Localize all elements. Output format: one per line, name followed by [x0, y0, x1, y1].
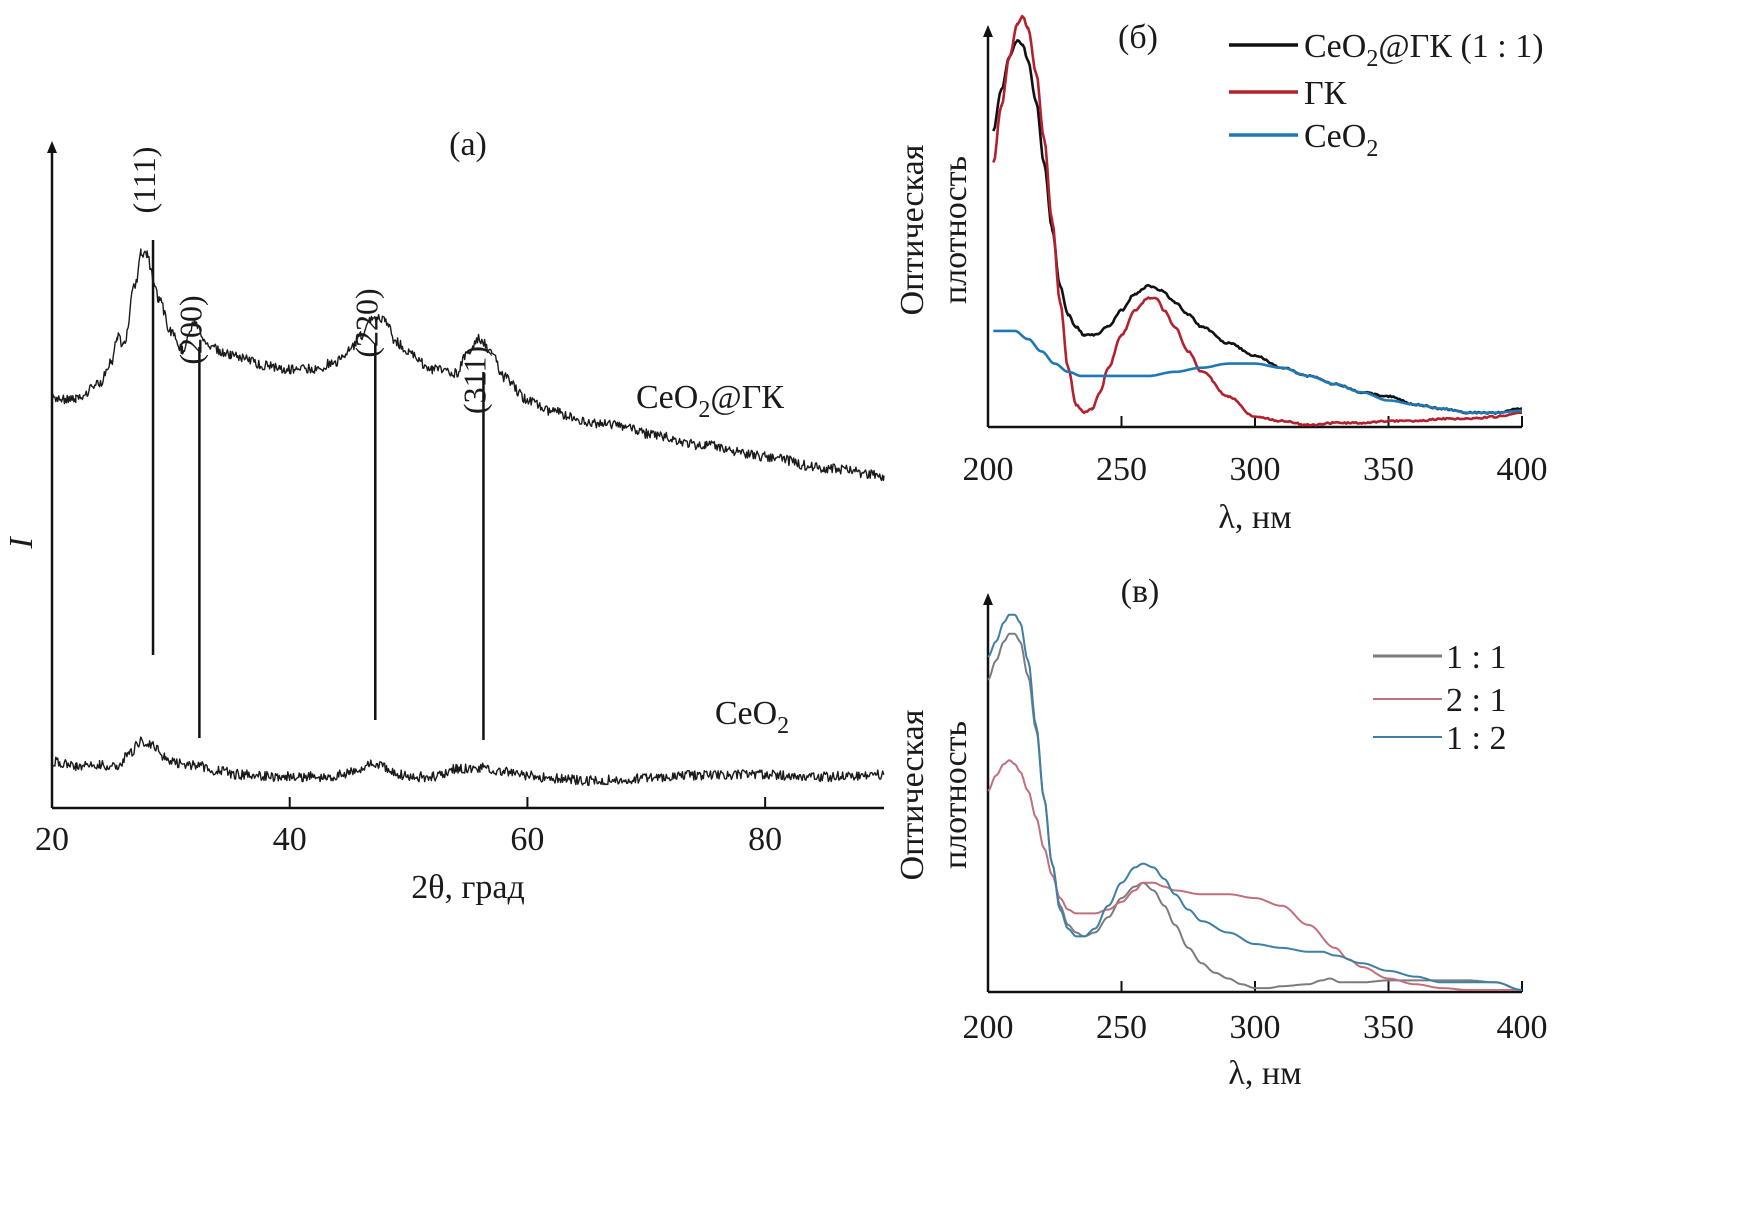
x-tick-label: 40 — [273, 821, 307, 858]
label-base: CeO — [715, 695, 777, 732]
panel-v-y-label-line1: Оптическая — [894, 709, 931, 880]
peak-annotation: (311) — [456, 346, 492, 414]
series-line-ceo-гк-1-1- — [992, 39, 1523, 415]
series-line-гк — [992, 14, 1523, 427]
x-tick-label: 300 — [1230, 451, 1281, 488]
panel-v-uv-vis-ratios: 200 250 300 350 400 (в) Оптическая плотность… — [894, 573, 1548, 1092]
panel-b-label: (б) — [1118, 19, 1158, 56]
legend-subscript: 2 — [1366, 46, 1378, 72]
x-tick-label: 350 — [1363, 1009, 1414, 1046]
panel-b-legend: CeO2@ГК (1 : 1) ГК CeO2 — [1229, 28, 1544, 162]
legend-entry-ceo2: CeO2 — [1304, 118, 1378, 162]
series-line-2-1 — [987, 759, 1522, 991]
series-line-ceo-гк — [51, 248, 885, 482]
label-subscript: 2 — [698, 397, 710, 423]
legend-base: ГК — [1304, 75, 1347, 112]
series-line-1-1 — [987, 632, 1522, 991]
panel-a-series-label-ceo2-hk: CeO2@ГК — [636, 379, 784, 423]
series-line-ceo- — [51, 736, 885, 787]
series-line-1-2 — [987, 613, 1522, 991]
panel-a-label: (а) — [449, 126, 487, 163]
x-tick-label: 200 — [963, 451, 1014, 488]
peak-annotation: (220) — [348, 288, 384, 357]
x-tick-label: 20 — [35, 821, 69, 858]
x-tick-label: 300 — [1230, 1009, 1281, 1046]
legend-entry-ceo2-hk: CeO2@ГК (1 : 1) — [1304, 28, 1544, 72]
legend-subscript: 2 — [1366, 136, 1378, 162]
panel-b-y-label-line1: Оптическая — [894, 144, 931, 315]
legend-entry-hk: ГК — [1304, 75, 1347, 112]
x-tick-label: 200 — [963, 1009, 1014, 1046]
legend-entry-1-1: 1 : 1 — [1446, 639, 1506, 676]
label-subscript: 2 — [777, 713, 789, 739]
x-tick-label: 400 — [1497, 1009, 1548, 1046]
series-line-ceo- — [993, 329, 1523, 414]
legend-base: CeO — [1304, 28, 1366, 65]
legend-suffix: @ГК (1 : 1) — [1378, 28, 1543, 65]
panel-b-uv-vis: 200 250 300 350 400 (б) Оптическая плотность… — [894, 14, 1548, 536]
label-suffix: @ГК — [710, 379, 784, 416]
panel-a-xrd: 20 40 60 80 (111) (200) (220) (311) (а) I 2θ, … — [3, 126, 885, 906]
peak-annotation: (111) — [126, 147, 162, 214]
panel-a-x-label: 2θ, град — [411, 869, 525, 906]
x-tick-label: 60 — [510, 821, 544, 858]
panel-v-legend: 1 : 1 2 : 1 1 : 2 — [1373, 639, 1506, 757]
x-tick-label: 250 — [1096, 1009, 1147, 1046]
panel-v-x-label: λ, нм — [1228, 1055, 1301, 1092]
legend-base: CeO — [1304, 118, 1366, 155]
panel-b-x-label: λ, нм — [1218, 499, 1291, 536]
panel-b-y-label-line2: плотность — [937, 156, 974, 304]
peak-annotation: (200) — [172, 295, 208, 364]
x-tick-label: 250 — [1096, 451, 1147, 488]
x-tick-label: 80 — [748, 821, 782, 858]
legend-entry-2-1: 2 : 1 — [1446, 682, 1506, 719]
panel-v-y-label-line2: плотность — [937, 721, 974, 869]
x-tick-label: 400 — [1497, 451, 1548, 488]
label-base: CeO — [636, 379, 698, 416]
panel-a-y-label: I — [3, 536, 40, 550]
panel-v-label: (в) — [1121, 573, 1160, 610]
x-tick-label: 350 — [1363, 451, 1414, 488]
panel-a-series-label-ceo2: CeO2 — [715, 695, 789, 739]
legend-entry-1-2: 1 : 2 — [1446, 720, 1506, 757]
